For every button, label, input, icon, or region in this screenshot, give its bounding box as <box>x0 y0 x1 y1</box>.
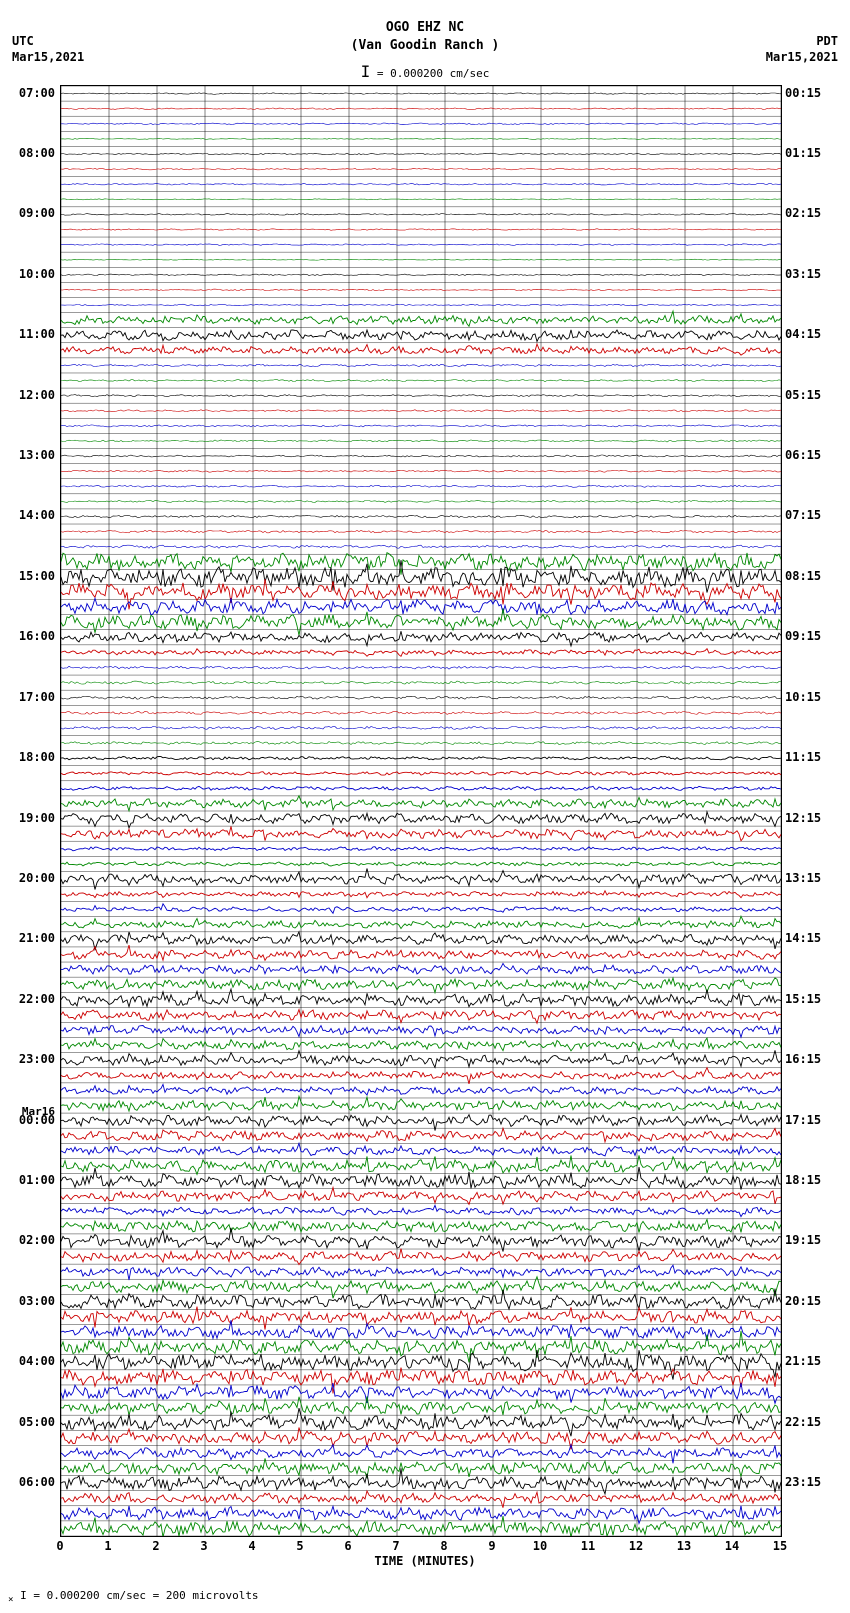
seismogram-svg <box>61 86 781 1536</box>
tz-left: UTC <box>12 34 34 48</box>
date-right: Mar15,2021 <box>766 50 838 64</box>
date-left: Mar15,2021 <box>12 50 84 64</box>
scale-value: = 0.000200 cm/sec <box>377 67 490 80</box>
x-axis-label: TIME (MINUTES) <box>0 1554 850 1568</box>
location-title: (Van Goodin Ranch ) <box>0 38 850 53</box>
seismogram-container: OGO EHZ NC (Van Goodin Ranch ) I = 0.000… <box>0 0 850 1613</box>
footer-text: = 0.000200 cm/sec = 200 microvolts <box>33 1589 258 1602</box>
footer-scale: × I = 0.000200 cm/sec = 200 microvolts <box>8 1589 259 1605</box>
station-title: OGO EHZ NC <box>0 20 850 35</box>
scale-note: I = 0.000200 cm/sec <box>0 62 850 81</box>
plot-area <box>60 85 782 1537</box>
tz-right: PDT <box>816 34 838 48</box>
